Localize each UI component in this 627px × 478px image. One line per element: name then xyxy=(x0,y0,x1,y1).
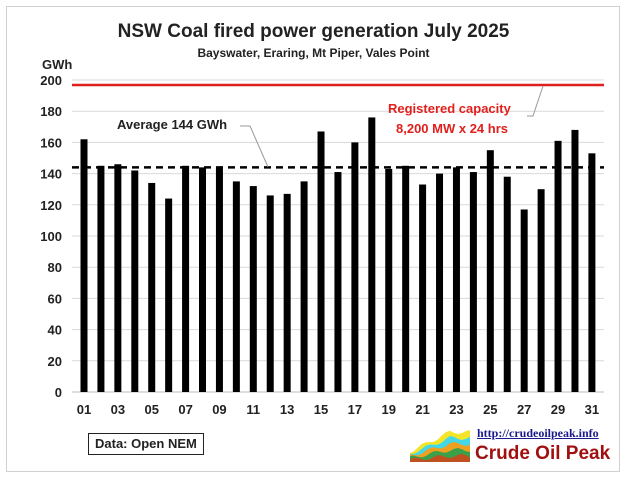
bar-10 xyxy=(232,181,240,392)
x-tick-label: 03 xyxy=(111,402,125,417)
average-leader-line xyxy=(240,125,269,168)
bar-31 xyxy=(588,153,596,392)
y-tick-label: 140 xyxy=(40,167,62,182)
bar-16 xyxy=(334,172,342,392)
bar-08 xyxy=(199,167,207,392)
bar-30 xyxy=(571,129,579,393)
logo-name: Crude Oil Peak xyxy=(475,443,611,464)
y-tick-label: 100 xyxy=(40,229,62,244)
chart-subtitle: Bayswater, Eraring, Mt Piper, Vales Poin… xyxy=(197,46,430,60)
bar-14 xyxy=(300,181,308,392)
bar-21 xyxy=(419,184,427,392)
y-tick-label: 60 xyxy=(48,291,62,306)
y-tick-label: 160 xyxy=(40,135,62,150)
x-tick-label: 29 xyxy=(551,402,565,417)
bar-13 xyxy=(283,193,291,392)
capacity-annotation-line1: Registered capacity xyxy=(388,101,511,116)
y-tick-label: 120 xyxy=(40,198,62,213)
bar-28 xyxy=(537,189,545,392)
bar-25 xyxy=(486,150,494,392)
x-tick-label: 15 xyxy=(314,402,328,417)
capacity-annotation-line2: 8,200 MW x 24 hrs xyxy=(396,121,508,136)
x-tick-label: 21 xyxy=(415,402,429,417)
logo-graphic-layer xyxy=(410,454,470,462)
x-tick-label: 05 xyxy=(144,402,158,417)
x-tick-label: 23 xyxy=(449,402,463,417)
y-tick-label: 200 xyxy=(40,73,62,88)
data-source-box: Data: Open NEM xyxy=(88,433,204,456)
x-tick-label: 25 xyxy=(483,402,497,417)
x-tick-label: 17 xyxy=(348,402,362,417)
y-tick-label: 80 xyxy=(48,260,62,275)
x-tick-label: 11 xyxy=(246,402,260,417)
y-tick-label: 20 xyxy=(48,354,62,369)
x-tick-label: 27 xyxy=(517,402,531,417)
x-tick-label: 19 xyxy=(382,402,396,417)
bar-04 xyxy=(131,170,139,392)
bar-24 xyxy=(469,172,477,392)
bar-07 xyxy=(182,165,190,392)
bar-15 xyxy=(317,131,325,393)
bar-12 xyxy=(266,195,274,392)
bar-19 xyxy=(385,168,393,392)
bar-18 xyxy=(368,117,376,392)
x-tick-label: 13 xyxy=(280,402,294,417)
chart-title: NSW Coal fired power generation July 202… xyxy=(117,21,510,42)
bar-06 xyxy=(165,198,173,392)
bar-20 xyxy=(402,165,410,392)
bar-02 xyxy=(97,165,105,392)
logo-url-link[interactable]: http://crudeoilpeak.info xyxy=(477,426,599,440)
y-tick-label: 0 xyxy=(55,385,62,400)
bar-05 xyxy=(148,182,156,392)
x-tick-label: 07 xyxy=(178,402,192,417)
bar-17 xyxy=(351,142,359,392)
y-tick-label: 180 xyxy=(40,104,62,119)
x-tick-label: 01 xyxy=(77,402,91,417)
bar-26 xyxy=(503,176,511,392)
bar-11 xyxy=(249,186,257,392)
x-tick-label: 09 xyxy=(212,402,226,417)
bar-09 xyxy=(215,167,223,392)
y-tick-label: 40 xyxy=(48,323,62,338)
y-axis-label: GWh xyxy=(42,57,73,72)
bar-27 xyxy=(520,209,528,392)
bar-23 xyxy=(452,167,460,392)
bar-01 xyxy=(80,139,88,392)
average-annotation: Average 144 GWh xyxy=(117,117,228,132)
bar-29 xyxy=(554,140,562,392)
capacity-leader-line xyxy=(527,85,544,117)
chart-frame xyxy=(6,6,620,472)
x-tick-label: 31 xyxy=(585,402,599,417)
bar-03 xyxy=(114,164,122,392)
bar-22 xyxy=(436,173,444,392)
